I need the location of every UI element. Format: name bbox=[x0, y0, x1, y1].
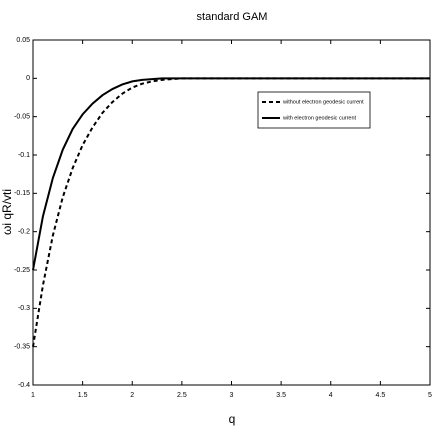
x-tick-label: 2 bbox=[130, 392, 134, 399]
chart-title: standard GAM bbox=[197, 11, 268, 23]
x-tick-label: 1 bbox=[31, 392, 35, 399]
y-tick-label: 0 bbox=[26, 75, 30, 82]
series-line bbox=[32, 77, 430, 347]
plot-frame bbox=[32, 39, 431, 386]
y-tick-label: -0.15 bbox=[14, 190, 30, 197]
y-tick-label: -0.3 bbox=[18, 305, 30, 312]
x-tick-label: 4.5 bbox=[376, 392, 386, 399]
y-axis-label: ωi qR/vti bbox=[0, 189, 14, 235]
y-tick-label: -0.05 bbox=[14, 114, 30, 121]
y-tick-label: -0.1 bbox=[18, 152, 30, 159]
legend-label: without electron geodesic current bbox=[282, 99, 364, 105]
x-tick-label: 3.5 bbox=[276, 392, 286, 399]
x-tick-label: 2.5 bbox=[177, 392, 187, 399]
legend-box bbox=[257, 91, 371, 129]
x-tick-label: 5 bbox=[428, 392, 432, 399]
x-axis-label: q bbox=[229, 412, 236, 426]
y-tick-label: -0.35 bbox=[14, 344, 30, 351]
series-line bbox=[32, 77, 430, 271]
y-tick-label: -0.4 bbox=[18, 382, 30, 389]
legend-label: with electron geodesic current bbox=[282, 115, 357, 121]
x-tick-label: 1.5 bbox=[78, 392, 88, 399]
y-tick-label: 0.05 bbox=[16, 37, 30, 44]
y-tick-label: -0.2 bbox=[18, 229, 30, 236]
x-tick-label: 4 bbox=[329, 392, 333, 399]
x-tick-label: 3 bbox=[230, 392, 234, 399]
y-tick-label: -0.25 bbox=[14, 267, 30, 274]
